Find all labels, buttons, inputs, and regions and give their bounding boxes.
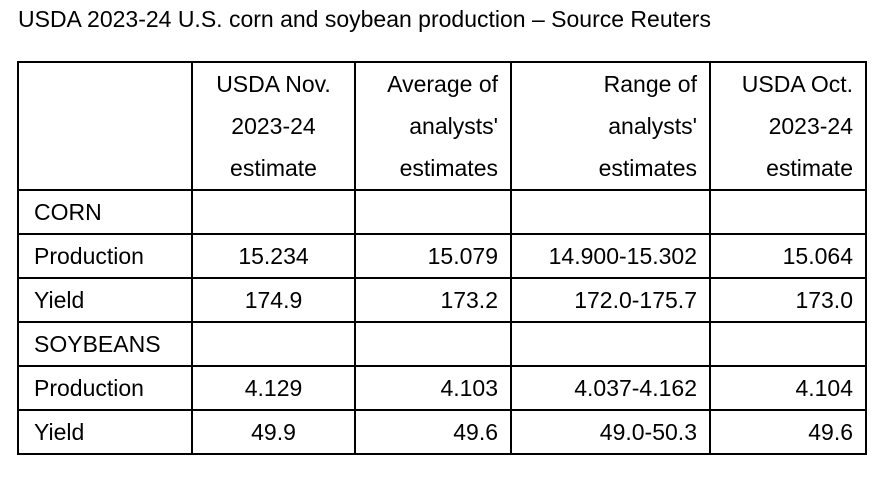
table-cell: 173.2 <box>354 277 512 323</box>
header-cell <box>17 61 193 105</box>
table-cell <box>191 189 356 235</box>
header-cell: analysts' <box>354 105 512 147</box>
table-cell: 15.234 <box>191 233 356 279</box>
table-row: Yield 49.9 49.6 49.0-50.3 49.6 <box>17 409 867 455</box>
header-cell <box>17 105 193 147</box>
row-label: Yield <box>17 409 193 455</box>
header-row: USDA Nov. Average of Range of USDA Oct. <box>17 61 867 105</box>
table-cell: 4.037-4.162 <box>510 365 711 411</box>
table-cell: 15.064 <box>709 233 867 279</box>
table-row: Production 15.234 15.079 14.900-15.302 15.06… <box>17 233 867 279</box>
table-cell <box>510 189 711 235</box>
header-cell: estimates <box>510 147 711 191</box>
table-cell: 173.0 <box>709 277 867 323</box>
table-cell: 4.104 <box>709 365 867 411</box>
header-cell: Average of <box>354 61 512 105</box>
row-label: Production <box>17 233 193 279</box>
header-cell: USDA Oct. <box>709 61 867 105</box>
table-cell: 4.129 <box>191 365 356 411</box>
table-cell <box>709 321 867 367</box>
table-cell: 49.6 <box>709 409 867 455</box>
header-cell: USDA Nov. <box>191 61 356 105</box>
header-row: estimate estimates estimates estimate <box>17 147 867 191</box>
table-cell <box>354 189 512 235</box>
table-cell <box>510 321 711 367</box>
table-cell: 174.9 <box>191 277 356 323</box>
header-cell: estimates <box>354 147 512 191</box>
header-cell: 2023-24 <box>709 105 867 147</box>
production-table: USDA Nov. Average of Range of USDA Oct. 2023… <box>17 61 867 455</box>
header-cell: analysts' <box>510 105 711 147</box>
header-row: 2023-24 analysts' analysts' 2023-24 <box>17 105 867 147</box>
table-row: SOYBEANS <box>17 321 867 367</box>
table-cell <box>354 321 512 367</box>
header-cell <box>17 147 193 191</box>
table-cell: 49.0-50.3 <box>510 409 711 455</box>
header-cell: estimate <box>709 147 867 191</box>
table-cell: 172.0-175.7 <box>510 277 711 323</box>
table-cell: 4.103 <box>354 365 512 411</box>
table-row: Yield 174.9 173.2 172.0-175.7 173.0 <box>17 277 867 323</box>
table-cell: 14.900-15.302 <box>510 233 711 279</box>
header-cell: 2023-24 <box>191 105 356 147</box>
row-label: Production <box>17 365 193 411</box>
header-cell: estimate <box>191 147 356 191</box>
row-label: SOYBEANS <box>17 321 193 367</box>
table-row: CORN <box>17 189 867 235</box>
table-cell <box>191 321 356 367</box>
table-row: Production 4.129 4.103 4.037-4.162 4.104 <box>17 365 867 411</box>
table-cell: 49.9 <box>191 409 356 455</box>
table-cell: 49.6 <box>354 409 512 455</box>
row-label: CORN <box>17 189 193 235</box>
page-title: USDA 2023-24 U.S. corn and soybean produ… <box>18 6 711 32</box>
row-label: Yield <box>17 277 193 323</box>
header-cell: Range of <box>510 61 711 105</box>
table-cell <box>709 189 867 235</box>
table-cell: 15.079 <box>354 233 512 279</box>
